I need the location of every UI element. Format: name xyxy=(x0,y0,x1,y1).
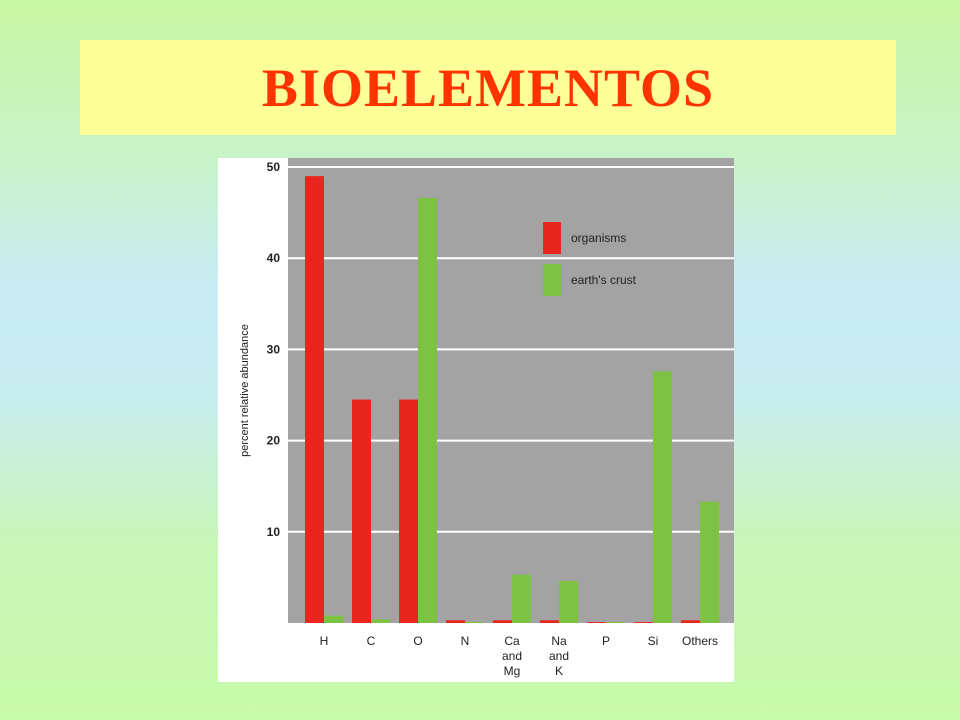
bar-organisms xyxy=(352,399,371,623)
bar-organisms xyxy=(493,620,512,623)
x-tick-label: Ca xyxy=(504,634,520,648)
y-tick-label: 30 xyxy=(267,342,281,356)
x-tick-label: Mg xyxy=(504,664,521,678)
y-tick-label: 10 xyxy=(267,525,281,539)
y-tick-label: 20 xyxy=(267,434,281,448)
bar-organisms xyxy=(305,176,324,623)
x-tick-label: N xyxy=(461,634,470,648)
legend-label: organisms xyxy=(571,231,626,245)
bar-earths-crust xyxy=(371,619,390,623)
x-tick-label: Na xyxy=(551,634,567,648)
bar-organisms xyxy=(446,620,465,623)
bar-earths-crust xyxy=(700,501,719,623)
bar-earths-crust xyxy=(606,622,625,623)
x-tick-label: Others xyxy=(682,634,718,648)
x-tick-label: K xyxy=(555,664,563,678)
bar-organisms xyxy=(634,622,653,623)
legend-swatch xyxy=(543,222,561,254)
x-tick-label: and xyxy=(502,649,522,663)
legend-swatch xyxy=(543,264,561,296)
legend-label: earth's crust xyxy=(571,273,637,287)
y-tick-label: 40 xyxy=(267,251,281,265)
chart-panel: 10 20 30 40 50 percent relative abundance H C O N… xyxy=(218,158,734,682)
bar-organisms xyxy=(399,399,418,623)
bar-earths-crust xyxy=(324,615,343,623)
bar-earths-crust xyxy=(512,574,531,623)
bar-organisms xyxy=(587,622,606,623)
bar-earths-crust xyxy=(465,622,484,623)
bar-organisms xyxy=(681,620,700,623)
x-tick-label: H xyxy=(320,634,329,648)
y-axis-label: percent relative abundance xyxy=(239,324,251,457)
bar-earths-crust xyxy=(653,371,672,623)
bar-earths-crust xyxy=(418,198,437,623)
x-tick-label: C xyxy=(367,634,376,648)
x-tick-label: Si xyxy=(648,634,659,648)
x-tick-label: P xyxy=(602,634,610,648)
slide-title: BIOELEMENTOS xyxy=(261,57,715,118)
title-banner: BIOELEMENTOS xyxy=(80,40,896,135)
bar-earths-crust xyxy=(559,581,578,623)
x-tick-label: and xyxy=(549,649,569,663)
y-tick-label: 50 xyxy=(267,160,281,174)
x-tick-label: O xyxy=(413,634,422,648)
bar-organisms xyxy=(540,620,559,623)
bar-chart: 10 20 30 40 50 percent relative abundance H C O N… xyxy=(239,158,734,678)
